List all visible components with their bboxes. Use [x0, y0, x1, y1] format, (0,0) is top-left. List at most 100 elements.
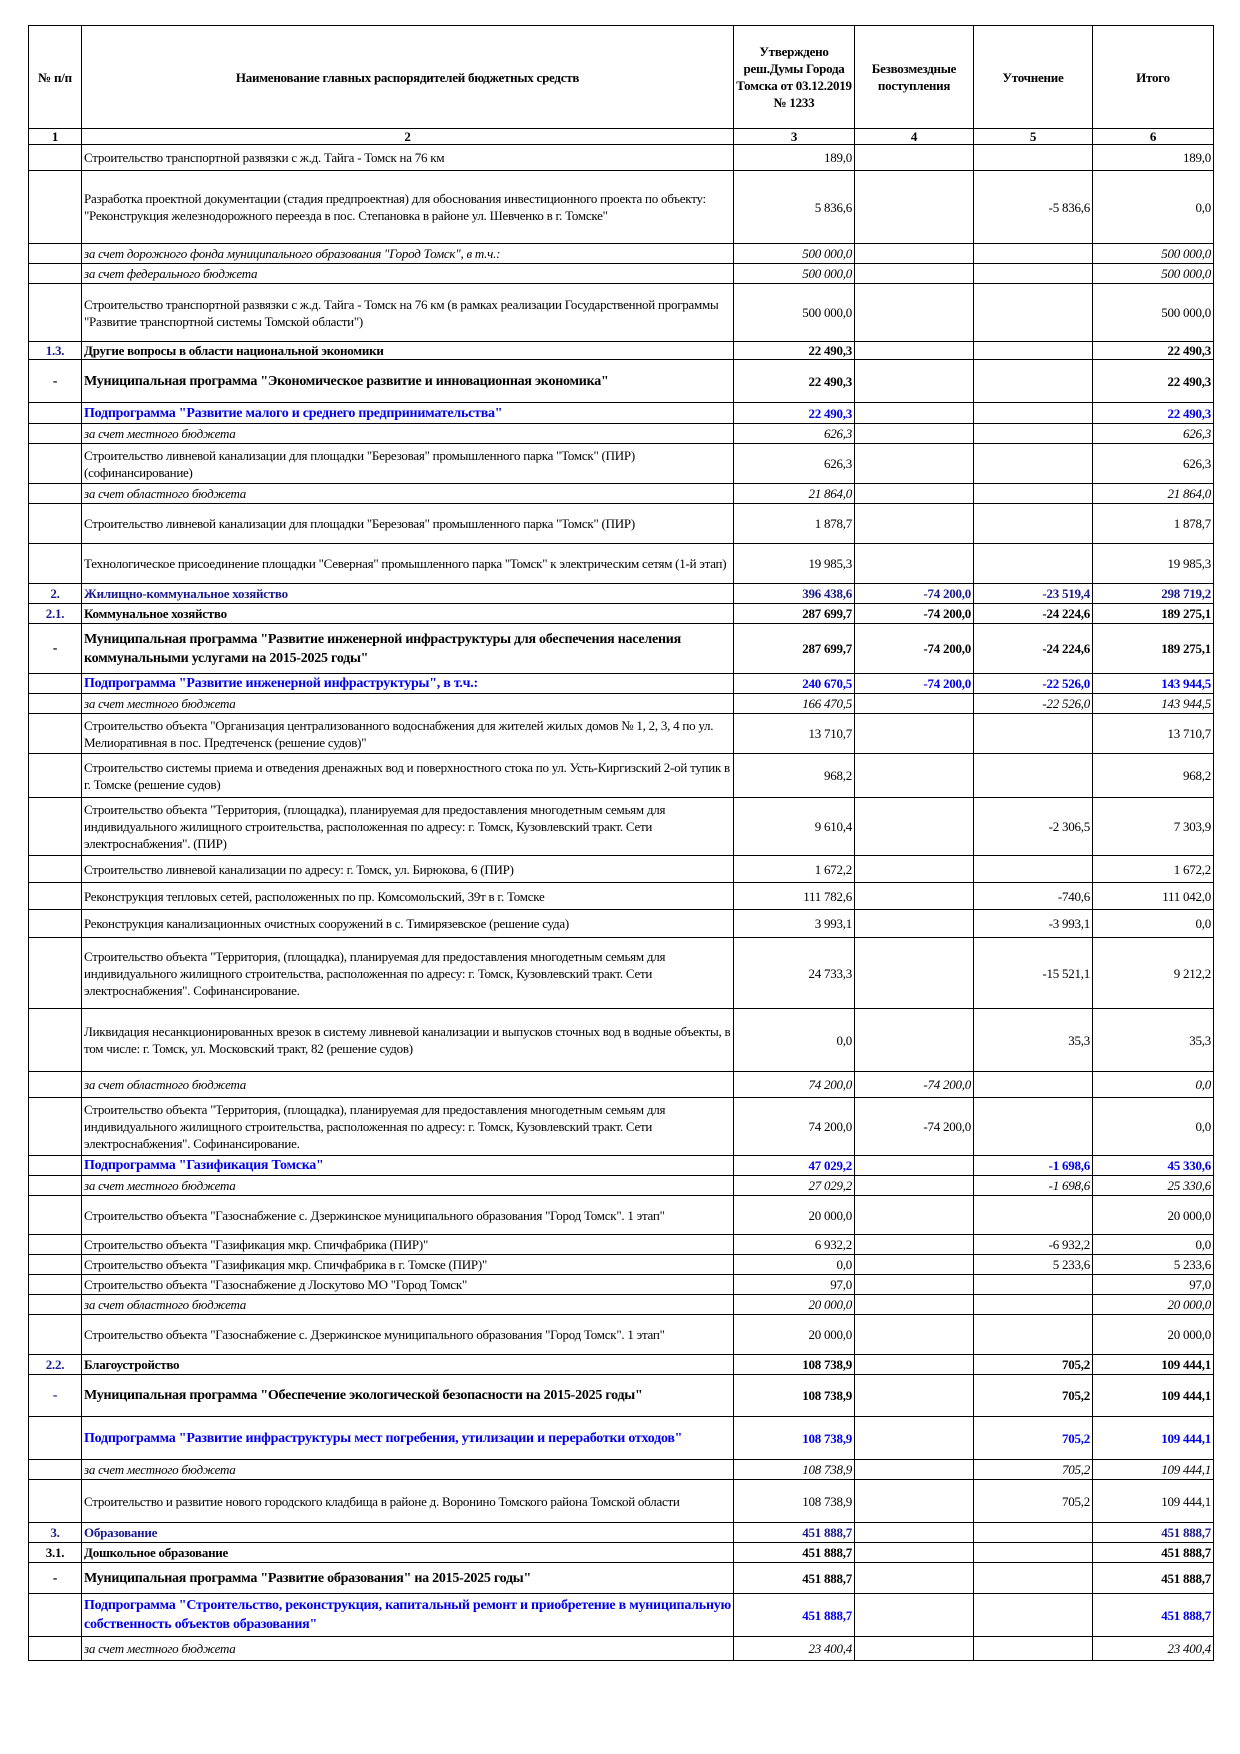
- row-number: 2.2.: [28, 1354, 82, 1375]
- adjustment-value: [973, 443, 1093, 484]
- approved-value: 20 000,0: [733, 1314, 855, 1355]
- total-value: 19 985,3: [1092, 543, 1214, 584]
- row-number: [28, 753, 82, 798]
- row-name: Реконструкция канализационных очистных с…: [81, 909, 734, 938]
- row-name: за счет областного бюджета: [81, 1071, 734, 1098]
- row-name: за счет местного бюджета: [81, 423, 734, 444]
- approved-value: 47 029,2: [733, 1155, 855, 1176]
- row-number: -: [28, 1562, 82, 1594]
- adjustment-value: [973, 855, 1093, 883]
- row-number: [28, 882, 82, 910]
- adjustment-value: -5 836,6: [973, 170, 1093, 244]
- approved-value: 5 836,6: [733, 170, 855, 244]
- row-name: за счет местного бюджета: [81, 693, 734, 714]
- grants-value: [854, 1274, 974, 1295]
- total-value: 22 490,3: [1092, 402, 1214, 424]
- row-name: Строительство системы приема и отведения…: [81, 753, 734, 798]
- row-name: Дошкольное образование: [81, 1542, 734, 1563]
- row-number: [28, 483, 82, 504]
- row-number: 3.1.: [28, 1542, 82, 1563]
- header-adjustment: Уточнение: [973, 25, 1093, 129]
- approved-value: 0,0: [733, 1008, 855, 1072]
- adjustment-value: [973, 1314, 1093, 1355]
- grants-value: -74 200,0: [854, 623, 974, 674]
- adjustment-value: -23 519,4: [973, 583, 1093, 604]
- row-name: Подпрограмма "Строительство, реконструкц…: [81, 1593, 734, 1637]
- adjustment-value: [973, 1562, 1093, 1594]
- row-number: [28, 1234, 82, 1255]
- grants-value: [854, 283, 974, 342]
- table-row: Строительство объекта "Организация центр…: [28, 713, 1214, 754]
- adjustment-value: [973, 1097, 1093, 1156]
- table-row: Строительство ливневой канализации для п…: [28, 443, 1214, 484]
- table-row: за счет местного бюджета 27 029,2 -1 698,6…: [28, 1175, 1214, 1196]
- total-value: 20 000,0: [1092, 1314, 1214, 1355]
- row-number: [28, 1195, 82, 1235]
- table-row: Строительство объекта "Газификация мкр. …: [28, 1254, 1214, 1275]
- approved-value: 626,3: [733, 443, 855, 484]
- total-value: 109 444,1: [1092, 1479, 1214, 1523]
- approved-value: 22 490,3: [733, 359, 855, 403]
- approved-value: 396 438,6: [733, 583, 855, 604]
- row-name: Другие вопросы в области национальной эк…: [81, 341, 734, 360]
- approved-value: 108 738,9: [733, 1459, 855, 1480]
- grants-value: [854, 1175, 974, 1196]
- total-value: 7 303,9: [1092, 797, 1214, 856]
- row-name: за счет дорожного фонда муниципального о…: [81, 243, 734, 264]
- approved-value: 500 000,0: [733, 283, 855, 342]
- approved-value: 22 490,3: [733, 402, 855, 424]
- total-value: 0,0: [1092, 909, 1214, 938]
- total-value: 451 888,7: [1092, 1593, 1214, 1637]
- grants-value: -74 200,0: [854, 673, 974, 694]
- row-number: [28, 1274, 82, 1295]
- table-row: Строительство объекта "Территория, (площ…: [28, 937, 1214, 1009]
- row-name: Строительство и развитие нового городско…: [81, 1479, 734, 1523]
- row-name: Подпрограмма "Газификация Томска": [81, 1155, 734, 1176]
- total-value: 143 944,5: [1092, 673, 1214, 694]
- row-name: Строительство транспортной развязки с ж.…: [81, 144, 734, 171]
- row-name: Подпрограмма "Развитие инфраструктуры ме…: [81, 1416, 734, 1460]
- table-row: 1.3. Другие вопросы в области национально…: [28, 341, 1214, 360]
- adjustment-value: [973, 1195, 1093, 1235]
- table-row: - Муниципальная программа "Обеспечение эк…: [28, 1374, 1214, 1417]
- row-number: [28, 1008, 82, 1072]
- table-row: 2. Жилищно-коммунальное хозяйство 396 438,…: [28, 583, 1214, 604]
- table-row: Строительство объекта "Газоснабжение с. …: [28, 1314, 1214, 1355]
- grants-value: -74 200,0: [854, 603, 974, 624]
- approved-value: 97,0: [733, 1274, 855, 1295]
- row-name: Строительство ливневой канализации для п…: [81, 503, 734, 544]
- grants-value: [854, 753, 974, 798]
- adjustment-value: [973, 1636, 1093, 1661]
- row-name: Строительство ливневой канализации по ад…: [81, 855, 734, 883]
- table-row: Реконструкция тепловых сетей, расположен…: [28, 882, 1214, 910]
- approved-value: 3 993,1: [733, 909, 855, 938]
- total-value: 189 275,1: [1092, 603, 1214, 624]
- total-value: 109 444,1: [1092, 1354, 1214, 1375]
- grants-value: [854, 1008, 974, 1072]
- adjustment-value: -22 526,0: [973, 693, 1093, 714]
- row-name: Жилищно-коммунальное хозяйство: [81, 583, 734, 604]
- row-number: [28, 1254, 82, 1275]
- row-number: [28, 402, 82, 424]
- approved-value: 451 888,7: [733, 1562, 855, 1594]
- row-number: [28, 1416, 82, 1460]
- row-number: [28, 1071, 82, 1098]
- table-row: Строительство объекта "Территория, (площ…: [28, 797, 1214, 856]
- approved-value: 500 000,0: [733, 243, 855, 264]
- budget-table: № п/п Наименование главных распорядителе…: [28, 25, 1214, 1661]
- grants-value: [854, 1195, 974, 1235]
- table-row: Строительство объекта "Территория, (площ…: [28, 1097, 1214, 1156]
- row-name: Муниципальная программа "Развитие образо…: [81, 1562, 734, 1594]
- approved-value: 108 738,9: [733, 1479, 855, 1523]
- adjustment-value: -1 698,6: [973, 1175, 1093, 1196]
- grants-value: [854, 423, 974, 444]
- row-name: Подпрограмма "Развитие малого и среднего…: [81, 402, 734, 424]
- adjustment-value: 35,3: [973, 1008, 1093, 1072]
- grants-value: [854, 341, 974, 360]
- approved-value: 24 733,3: [733, 937, 855, 1009]
- table-row: Ликвидация несанкционированных врезок в …: [28, 1008, 1214, 1072]
- table-row: за счет местного бюджета 626,3 626,3: [28, 423, 1214, 444]
- row-name: Строительство объекта "Газоснабжение с. …: [81, 1314, 734, 1355]
- column-number: 1: [28, 128, 82, 145]
- table-row: Строительство транспортной развязки с ж.…: [28, 144, 1214, 171]
